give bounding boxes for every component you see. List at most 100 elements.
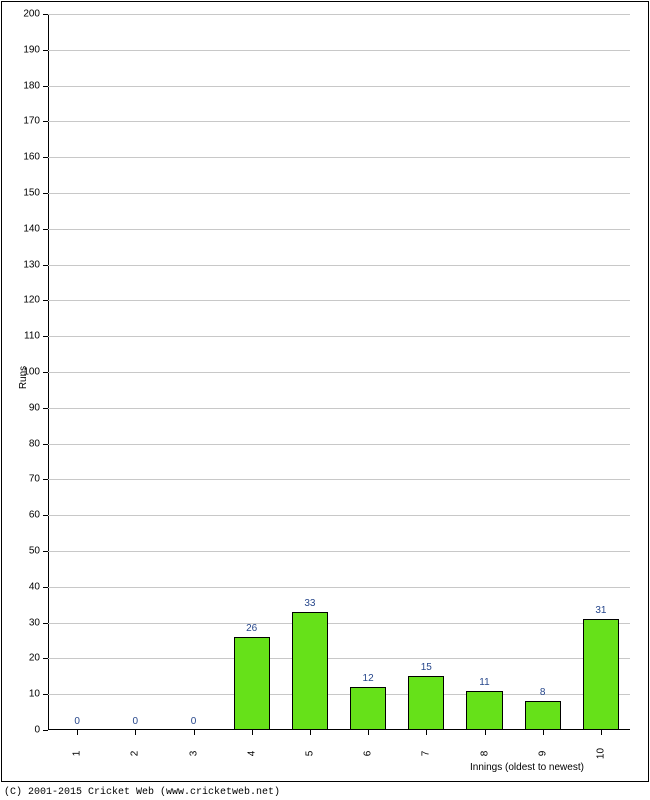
y-tick <box>43 336 48 337</box>
y-tick <box>43 515 48 516</box>
x-tick <box>77 730 78 735</box>
y-tick-label: 30 <box>29 617 40 628</box>
gridline <box>48 623 630 624</box>
y-tick <box>43 587 48 588</box>
gridline <box>48 86 630 87</box>
x-tick-label: 9 <box>537 751 548 757</box>
y-tick-label: 170 <box>23 116 40 127</box>
y-tick-label: 80 <box>29 438 40 449</box>
y-tick <box>43 50 48 51</box>
y-tick <box>43 14 48 15</box>
x-tick <box>426 730 427 735</box>
bar-value-label: 31 <box>595 605 606 616</box>
y-tick <box>43 623 48 624</box>
y-tick-label: 190 <box>23 44 40 55</box>
y-tick-label: 70 <box>29 474 40 485</box>
gridline <box>48 121 630 122</box>
y-tick-label: 180 <box>23 80 40 91</box>
x-tick-label: 2 <box>130 751 141 757</box>
gridline <box>48 658 630 659</box>
bar <box>408 676 444 730</box>
gridline <box>48 515 630 516</box>
gridline <box>48 444 630 445</box>
bar-value-label: 26 <box>246 623 257 634</box>
bar-value-label: 12 <box>363 673 374 684</box>
x-tick <box>601 730 602 735</box>
x-tick-label: 7 <box>421 751 432 757</box>
chart-container: 0102030405060708090100110120130140150160… <box>0 0 650 800</box>
gridline <box>48 551 630 552</box>
bar <box>583 619 619 730</box>
y-tick-label: 10 <box>29 689 40 700</box>
gridline <box>48 372 630 373</box>
gridline <box>48 14 630 15</box>
x-tick-label: 1 <box>72 751 83 757</box>
bar-value-label: 15 <box>421 662 432 673</box>
y-tick-label: 160 <box>23 152 40 163</box>
bar <box>234 637 270 730</box>
x-tick-label: 5 <box>304 751 315 757</box>
bar <box>466 691 502 730</box>
gridline <box>48 336 630 337</box>
y-axis-title: Runs <box>18 366 29 389</box>
gridline <box>48 408 630 409</box>
y-tick <box>43 694 48 695</box>
y-tick-label: 0 <box>34 725 40 736</box>
gridline <box>48 229 630 230</box>
bar-value-label: 8 <box>540 687 546 698</box>
y-tick <box>43 193 48 194</box>
plot-area: 0102030405060708090100110120130140150160… <box>48 14 630 730</box>
x-tick-label: 4 <box>246 751 257 757</box>
bar <box>525 701 561 730</box>
x-tick <box>368 730 369 735</box>
x-tick-label: 8 <box>479 751 490 757</box>
y-tick <box>43 658 48 659</box>
y-tick <box>43 444 48 445</box>
copyright-text: (C) 2001-2015 Cricket Web (www.cricketwe… <box>4 787 280 798</box>
x-tick <box>194 730 195 735</box>
y-tick-label: 90 <box>29 402 40 413</box>
y-tick-label: 50 <box>29 546 40 557</box>
x-tick-label: 10 <box>595 748 606 759</box>
y-tick-label: 130 <box>23 259 40 270</box>
gridline <box>48 193 630 194</box>
y-tick <box>43 86 48 87</box>
y-tick-label: 140 <box>23 223 40 234</box>
x-tick-label: 6 <box>363 751 374 757</box>
y-tick <box>43 372 48 373</box>
y-tick-label: 40 <box>29 581 40 592</box>
gridline <box>48 587 630 588</box>
y-tick <box>43 551 48 552</box>
y-tick <box>43 479 48 480</box>
y-tick <box>43 408 48 409</box>
x-tick <box>543 730 544 735</box>
y-tick-label: 120 <box>23 295 40 306</box>
bar <box>292 612 328 730</box>
y-tick <box>43 121 48 122</box>
x-tick <box>310 730 311 735</box>
y-tick-label: 110 <box>24 331 40 342</box>
y-tick-label: 150 <box>23 188 40 199</box>
gridline <box>48 265 630 266</box>
y-tick-label: 200 <box>23 9 40 20</box>
bar-value-label: 33 <box>304 598 315 609</box>
bar-value-label: 11 <box>479 677 489 688</box>
y-tick <box>43 265 48 266</box>
x-tick-label: 3 <box>188 751 199 757</box>
bar-value-label: 0 <box>133 716 139 727</box>
x-axis-title: Innings (oldest to newest) <box>470 762 584 773</box>
gridline <box>48 157 630 158</box>
y-tick <box>43 300 48 301</box>
y-tick <box>43 730 48 731</box>
x-tick <box>252 730 253 735</box>
y-tick <box>43 229 48 230</box>
bar-value-label: 0 <box>74 716 80 727</box>
x-tick <box>135 730 136 735</box>
y-tick-label: 60 <box>29 510 40 521</box>
bar-value-label: 0 <box>191 716 197 727</box>
gridline <box>48 479 630 480</box>
y-tick <box>43 157 48 158</box>
y-tick-label: 20 <box>29 653 40 664</box>
gridline <box>48 50 630 51</box>
x-tick <box>485 730 486 735</box>
